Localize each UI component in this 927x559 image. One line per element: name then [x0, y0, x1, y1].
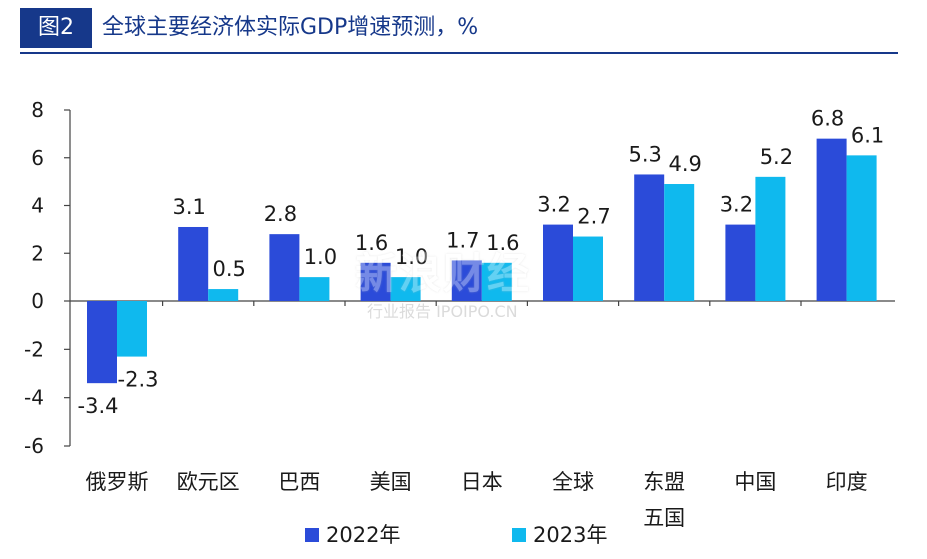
bar [87, 301, 117, 384]
data-label: 4.9 [668, 152, 701, 176]
y-tick-label: 0 [31, 289, 44, 313]
category-label: 欧元区 [177, 470, 240, 494]
legend-swatch-2022 [305, 528, 319, 542]
figure-number-badge: 图2 [20, 8, 92, 48]
bar [360, 262, 391, 301]
category-label: 东盟 [643, 470, 685, 494]
y-tick-label: -4 [24, 386, 44, 410]
bar [481, 262, 512, 301]
category-label: 俄罗斯 [86, 470, 149, 494]
bar [816, 138, 847, 301]
bar [755, 176, 786, 301]
data-label: 5.2 [760, 145, 793, 169]
data-label: 2.8 [264, 202, 297, 226]
data-label: -2.3 [118, 368, 159, 392]
bars [87, 138, 877, 384]
watermark: 新浪财经 行业报告 IPOIPO.CN [355, 240, 585, 330]
title-underline [20, 52, 898, 54]
bar [390, 277, 421, 301]
y-tick-label: 2 [31, 241, 44, 265]
data-label: 0.5 [212, 257, 245, 281]
bar [299, 277, 330, 301]
data-label: 5.3 [628, 142, 661, 166]
category-label: 中国 [734, 470, 776, 494]
data-label: 1.0 [395, 245, 428, 269]
category-label: 美国 [370, 470, 412, 494]
legend-label-2022: 2022年 [326, 523, 401, 547]
data-label: 6.1 [851, 123, 884, 147]
data-label: 6.8 [811, 107, 844, 131]
category-label: 全球 [552, 470, 594, 494]
y-tick-label: -6 [24, 434, 44, 458]
bar [846, 155, 877, 301]
data-label: 3.2 [537, 193, 570, 217]
category-label: 印度 [826, 470, 868, 494]
bar [178, 226, 209, 301]
watermark-subtext: 行业报告 IPOIPO.CN [367, 302, 518, 321]
bar [208, 289, 239, 301]
data-label: 1.6 [355, 231, 388, 255]
legend-swatch-2023 [512, 528, 526, 542]
bar [451, 260, 482, 301]
bar [664, 184, 695, 301]
bar [269, 234, 300, 301]
y-tick-label: 4 [31, 194, 44, 218]
legend: 2022年 2023年 [0, 518, 927, 552]
data-label: 1.6 [486, 231, 519, 255]
data-label: 3.1 [172, 195, 205, 219]
bar [543, 224, 573, 301]
data-label: 3.2 [720, 193, 753, 217]
bar [634, 174, 665, 301]
data-label: 2.7 [577, 205, 610, 229]
data-labels: -3.4-2.3 3.1 0.5 2.8 1.0 1.6 1.0 1.7 1.6 3.2 2.7 5.… [78, 107, 885, 419]
bar [573, 236, 603, 301]
data-label: 1.7 [446, 228, 479, 252]
y-tick-label: 8 [31, 98, 44, 122]
y-tick-label: -2 [24, 337, 44, 361]
watermark-logo-text: 新浪财经 [355, 249, 532, 298]
y-tick-label: 6 [31, 146, 44, 170]
bar [117, 301, 147, 357]
data-label: -3.4 [78, 394, 119, 418]
bar [725, 224, 756, 301]
legend-label-2023: 2023年 [533, 523, 608, 547]
category-label: 五国 [643, 506, 685, 530]
chart-title: 全球主要经济体实际GDP增速预测，% [102, 15, 479, 40]
category-label: 日本 [461, 470, 503, 494]
category-label: 巴西 [278, 470, 320, 494]
data-label: 1.0 [304, 245, 337, 269]
